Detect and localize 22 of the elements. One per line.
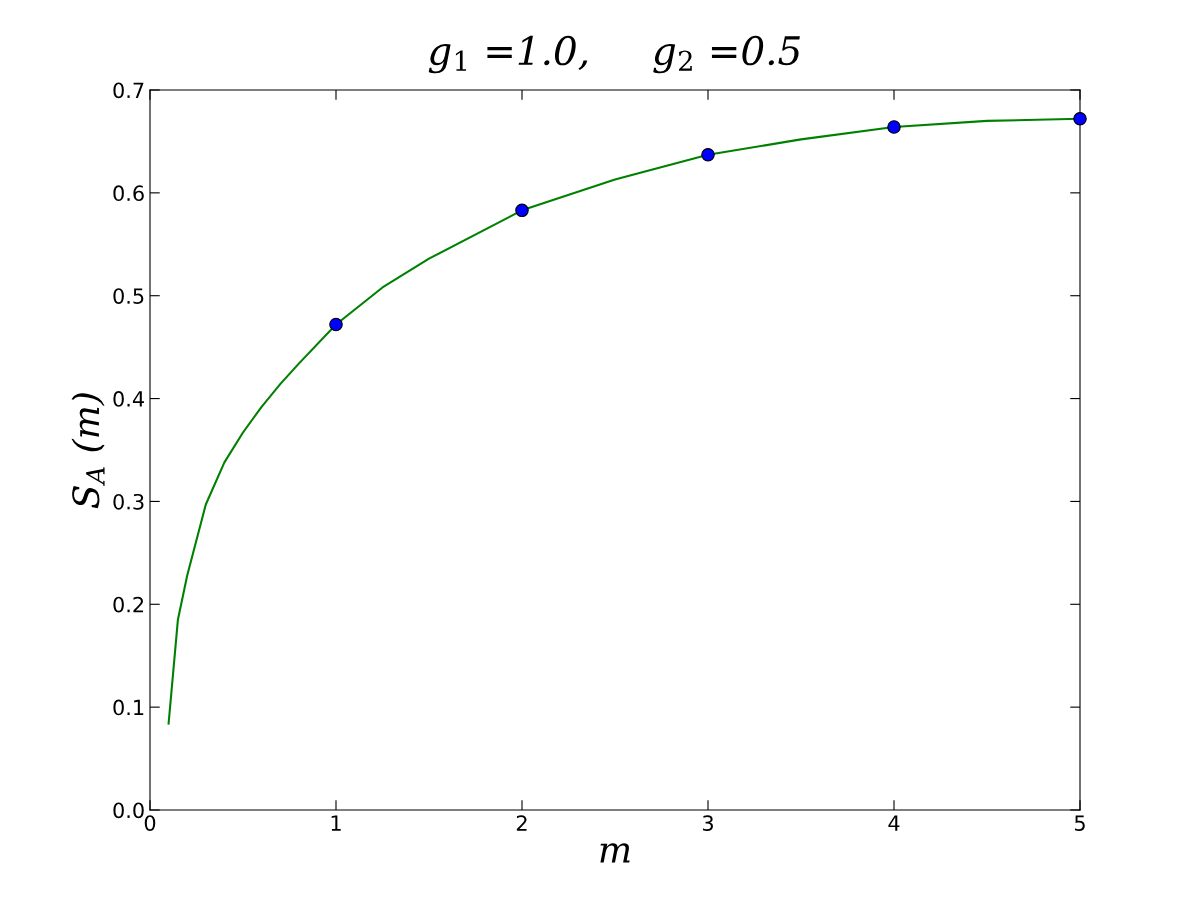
point [329, 317, 343, 332]
y-tick-label: 0.6 [113, 185, 144, 202]
x-tick-label: 5 [1074, 815, 1085, 831]
point [701, 148, 715, 162]
chart-title: g$_{1}$ =1.0, g$_{2}$ =0.5 [428, 35, 800, 74]
y-tick-label: 0.1 [113, 699, 144, 716]
x-tick-label: 2 [516, 815, 527, 831]
x-tick-label: 3 [702, 815, 713, 831]
x-tick-label: 1 [331, 815, 341, 831]
point [1073, 112, 1087, 126]
point [887, 120, 901, 134]
y-tick-label: 0.4 [113, 391, 144, 407]
x-tick-label: 0 [144, 815, 156, 831]
y-tick-label: 0.2 [113, 596, 144, 613]
y-tick-label: 0.0 [113, 802, 144, 819]
y-tick-label: 0.3 [113, 493, 144, 510]
y-tick-label: 0.7 [113, 82, 144, 99]
point [515, 203, 529, 218]
y-tick-label: 0.5 [113, 288, 144, 304]
y-axis-title: S$_{A}$ (m) [71, 393, 105, 509]
x-axis-title: m [600, 843, 630, 863]
x-tick-label: 4 [888, 815, 900, 831]
